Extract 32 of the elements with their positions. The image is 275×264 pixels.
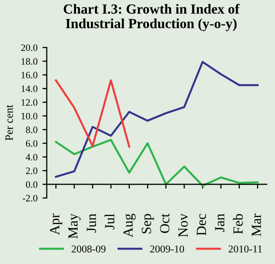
y-tick-label: 12.0 [22, 99, 38, 106]
chart-title: Chart I.3: Growth in Index of Industrial Production (y-o-y) [64, 4, 240, 32]
y-tick-label: -2.0 [22, 194, 38, 202]
x-tick-label: Apr [50, 214, 62, 235]
y-tick-label: 4.0 [26, 154, 38, 160]
line-series [54, 60, 259, 178]
x-tick-label: Aug [123, 214, 136, 238]
x-tick-label: Dec [196, 214, 206, 236]
x-tick-label: Nov [178, 213, 188, 238]
x-tick-label: Feb [232, 214, 243, 234]
y-tick-label: 2.0 [26, 168, 38, 174]
legend-label: 2009-10 [150, 245, 184, 253]
y-tick-label: 10.0 [22, 112, 38, 120]
x-tick-label: Jan [215, 214, 224, 232]
line-series [54, 138, 259, 187]
y-tick-label: 18.0 [22, 58, 38, 65]
x-tick-label: Mar [252, 214, 262, 236]
y-tick-label: 14.0 [22, 85, 38, 92]
y-tick-label: 8.0 [26, 126, 38, 134]
y-tick-label: 6.0 [26, 140, 38, 147]
y-axis-title: Per cent [6, 104, 13, 140]
y-tick-label: 20.0 [21, 44, 38, 52]
y-tick-label: 16.0 [22, 72, 38, 78]
legend-label: 2008-09 [72, 245, 106, 253]
x-tick-label: Jun [86, 214, 96, 232]
x-tick-label: Oct [160, 214, 170, 233]
y-tick-label: 0.0 [26, 181, 38, 188]
x-tick-label: Jul [104, 214, 114, 230]
x-tick-label: May [68, 214, 81, 239]
x-tick-label: Sep [142, 214, 154, 234]
legend-label: 2010-11 [228, 245, 262, 253]
line-series [54, 79, 130, 148]
